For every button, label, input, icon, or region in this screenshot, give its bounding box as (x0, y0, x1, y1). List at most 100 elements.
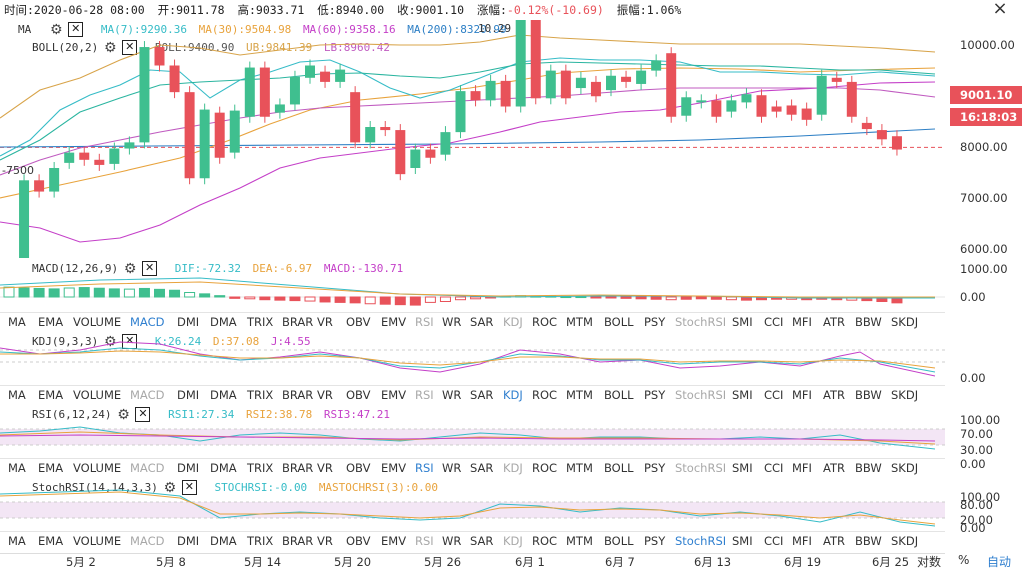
tab-volume[interactable]: VOLUME (73, 315, 122, 329)
tab-smi[interactable]: SMI (732, 388, 753, 402)
gear-icon[interactable]: ⚙ (117, 406, 130, 423)
tab-skdj[interactable]: SKDJ (891, 461, 919, 475)
rsi-chart[interactable] (0, 405, 945, 457)
tab-volume[interactable]: VOLUME (73, 388, 122, 402)
tab-mfi[interactable]: MFI (792, 388, 812, 402)
tab-rsi[interactable]: RSI (415, 315, 434, 329)
tab-atr[interactable]: ATR (823, 534, 845, 548)
tab-mtm[interactable]: MTM (566, 461, 593, 475)
tab-emv[interactable]: EMV (381, 461, 407, 475)
tab-stochrsi[interactable]: StochRSI (675, 388, 727, 402)
tab-wr[interactable]: WR (442, 388, 462, 402)
log-scale-toggle[interactable]: 对数 (917, 555, 942, 569)
tab-ema[interactable]: EMA (38, 388, 64, 402)
tab-brar[interactable]: BRAR (282, 388, 314, 402)
tab-sar[interactable]: SAR (470, 315, 494, 329)
tab-ema[interactable]: EMA (38, 315, 64, 329)
tab-macd[interactable]: MACD (130, 388, 165, 402)
macd-chart[interactable] (0, 258, 945, 310)
tab-ema[interactable]: EMA (38, 461, 64, 475)
tab-mfi[interactable]: MFI (792, 461, 812, 475)
tab-bbw[interactable]: BBW (855, 315, 882, 329)
tab-boll[interactable]: BOLL (604, 461, 634, 475)
tab-psy[interactable]: PSY (644, 388, 666, 402)
gear-icon[interactable]: ⚙ (49, 21, 63, 38)
tab-trix[interactable]: TRIX (247, 315, 274, 329)
tab-boll[interactable]: BOLL (604, 388, 634, 402)
tab-vr[interactable]: VR (317, 388, 333, 402)
tab-trix[interactable]: TRIX (247, 461, 274, 475)
tab-cci[interactable]: CCI (764, 388, 784, 402)
tab-boll[interactable]: BOLL (604, 315, 634, 329)
tab-vr[interactable]: VR (317, 461, 333, 475)
close-icon[interactable]: ✕ (142, 261, 158, 276)
tab-obv[interactable]: OBV (346, 315, 371, 329)
tab-wr[interactable]: WR (442, 315, 462, 329)
tab-cci[interactable]: CCI (764, 461, 784, 475)
tab-volume[interactable]: VOLUME (73, 534, 122, 548)
tab-mtm[interactable]: MTM (566, 534, 593, 548)
tab-boll[interactable]: BOLL (604, 534, 634, 548)
tab-skdj[interactable]: SKDJ (891, 315, 919, 329)
tab-roc[interactable]: ROC (532, 534, 558, 548)
tab-brar[interactable]: BRAR (282, 461, 314, 475)
tab-kdj[interactable]: KDJ (503, 315, 523, 329)
tab-smi[interactable]: SMI (732, 315, 753, 329)
close-icon[interactable]: ✕ (68, 22, 84, 37)
tab-smi[interactable]: SMI (732, 534, 753, 548)
tab-psy[interactable]: PSY (644, 534, 666, 548)
tab-skdj[interactable]: SKDJ (891, 534, 919, 548)
tab-volume[interactable]: VOLUME (73, 461, 122, 475)
tab-wr[interactable]: WR (442, 534, 462, 548)
tab-dmi[interactable]: DMI (177, 534, 200, 548)
tab-macd[interactable]: MACD (130, 534, 165, 548)
tab-bbw[interactable]: BBW (855, 534, 882, 548)
tab-obv[interactable]: OBV (346, 534, 371, 548)
tab-ma[interactable]: MA (8, 534, 26, 548)
tab-obv[interactable]: OBV (346, 388, 371, 402)
tab-macd[interactable]: MACD (130, 315, 165, 329)
tab-bbw[interactable]: BBW (855, 461, 882, 475)
tab-kdj[interactable]: KDJ (503, 388, 523, 402)
close-icon[interactable]: ✕ (181, 480, 197, 495)
tab-bbw[interactable]: BBW (855, 388, 882, 402)
tab-vr[interactable]: VR (317, 315, 333, 329)
tab-dmi[interactable]: DMI (177, 388, 200, 402)
tab-ema[interactable]: EMA (38, 534, 64, 548)
tab-mtm[interactable]: MTM (566, 388, 593, 402)
tab-cci[interactable]: CCI (764, 315, 784, 329)
tab-atr[interactable]: ATR (823, 461, 845, 475)
tab-psy[interactable]: PSY (644, 461, 666, 475)
tab-atr[interactable]: ATR (823, 315, 845, 329)
tab-ma[interactable]: MA (8, 315, 26, 329)
stochrsi-chart[interactable] (0, 478, 945, 530)
tab-ma[interactable]: MA (8, 388, 26, 402)
tab-trix[interactable]: TRIX (247, 534, 274, 548)
tab-emv[interactable]: EMV (381, 534, 407, 548)
tab-atr[interactable]: ATR (823, 388, 845, 402)
tab-obv[interactable]: OBV (346, 461, 371, 475)
gear-icon[interactable]: ⚙ (123, 260, 137, 277)
tab-dmi[interactable]: DMI (177, 315, 200, 329)
tab-roc[interactable]: ROC (532, 461, 558, 475)
tab-sar[interactable]: SAR (470, 388, 494, 402)
tab-rsi[interactable]: RSI (415, 461, 434, 475)
tab-ma[interactable]: MA (8, 461, 26, 475)
tab-kdj[interactable]: KDJ (503, 461, 523, 475)
tab-dma[interactable]: DMA (210, 388, 237, 402)
tab-dma[interactable]: DMA (210, 461, 237, 475)
tab-mfi[interactable]: MFI (792, 315, 812, 329)
tab-skdj[interactable]: SKDJ (891, 388, 919, 402)
tab-emv[interactable]: EMV (381, 388, 407, 402)
tab-vr[interactable]: VR (317, 534, 333, 548)
kdj-chart[interactable] (0, 332, 945, 384)
tab-kdj[interactable]: KDJ (503, 534, 523, 548)
tab-emv[interactable]: EMV (381, 315, 407, 329)
auto-scale-toggle[interactable]: 自动 (987, 555, 1012, 569)
tab-brar[interactable]: BRAR (282, 534, 314, 548)
tab-roc[interactable]: ROC (532, 388, 558, 402)
tab-stochrsi[interactable]: StochRSI (675, 461, 727, 475)
tab-dmi[interactable]: DMI (177, 461, 200, 475)
tab-rsi[interactable]: RSI (415, 534, 434, 548)
close-icon[interactable]: ✕ (122, 40, 138, 55)
